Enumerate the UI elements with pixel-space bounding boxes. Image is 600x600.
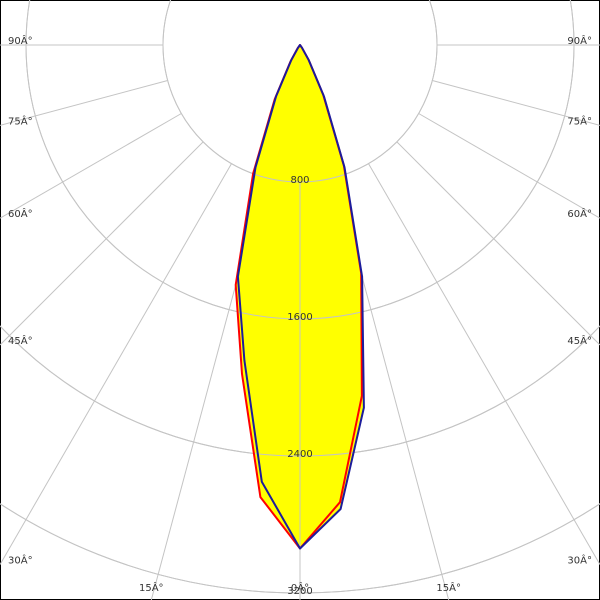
grid-line: [396, 141, 600, 346]
grid-line: [0, 113, 182, 219]
grid-line: [432, 79, 600, 126]
angle-label: 15Â°: [139, 581, 164, 594]
angle-label: 0Â°: [291, 581, 309, 594]
angle-label: 90Â°: [567, 34, 592, 47]
grid-line: [0, 141, 204, 346]
angle-label: 15Â°: [436, 581, 461, 594]
angle-label: 75Â°: [567, 114, 592, 127]
angle-label: 30Â°: [8, 554, 33, 567]
radius-label: 2400: [287, 449, 312, 460]
grid-line: [418, 113, 600, 219]
angle-label: 45Â°: [567, 334, 592, 347]
radius-label: 1600: [287, 312, 312, 323]
angle-label: 60Â°: [8, 207, 33, 220]
grid-line: [0, 79, 168, 126]
angle-label: 75Â°: [8, 114, 33, 127]
angle-label: 60Â°: [567, 207, 592, 220]
curve-fill: [237, 45, 364, 549]
radius-label: 800: [290, 175, 309, 186]
labels: 90Â° 75Â° 60Â° 45Â° 30Â° 15Â° 0Â° 15Â° 30Â° 45Â° 6…: [8, 34, 592, 597]
angle-label: 30Â°: [567, 554, 592, 567]
grid-line: [368, 163, 600, 565]
curve-line: [236, 44, 365, 550]
angle-label: 45Â°: [8, 334, 33, 347]
grid-line: [0, 163, 232, 565]
radius-label: 3200: [287, 586, 312, 597]
angle-label: 90Â°: [8, 34, 33, 47]
